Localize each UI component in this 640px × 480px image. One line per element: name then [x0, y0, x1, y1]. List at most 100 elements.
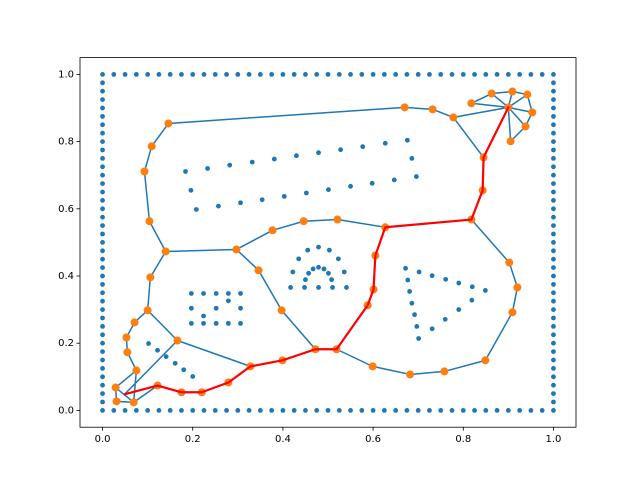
- point: [122, 72, 128, 77]
- point: [238, 320, 243, 326]
- point: [100, 122, 105, 128]
- point: [181, 367, 187, 373]
- point: [440, 367, 449, 376]
- point: [100, 399, 105, 405]
- point: [133, 408, 139, 413]
- point: [201, 291, 206, 296]
- point: [369, 180, 375, 186]
- point: [100, 147, 105, 153]
- point: [360, 144, 366, 150]
- point: [100, 357, 105, 363]
- point: [370, 408, 376, 413]
- point: [156, 72, 162, 77]
- point: [407, 289, 413, 294]
- point: [551, 164, 556, 170]
- point: [100, 130, 105, 136]
- point: [306, 270, 312, 276]
- point: [100, 273, 105, 279]
- point: [551, 366, 556, 371]
- point: [551, 240, 556, 245]
- point: [551, 114, 556, 119]
- point: [303, 277, 308, 283]
- point: [280, 72, 286, 77]
- y-tick-label: 0.8: [58, 137, 74, 148]
- point: [238, 200, 243, 206]
- x-tick-label: 0.6: [365, 434, 381, 445]
- point: [100, 114, 105, 119]
- point: [404, 408, 410, 413]
- point: [123, 348, 132, 357]
- point: [438, 72, 444, 77]
- point: [429, 326, 435, 332]
- point: [205, 166, 211, 171]
- point: [551, 223, 556, 229]
- point: [305, 247, 311, 253]
- plot-area: [100, 72, 556, 413]
- point: [100, 231, 105, 237]
- x-tick-label: 0.8: [455, 434, 471, 445]
- point: [100, 88, 105, 94]
- point: [143, 306, 152, 315]
- point: [201, 313, 206, 319]
- point: [111, 383, 120, 392]
- point: [122, 333, 131, 342]
- point: [551, 374, 556, 380]
- point: [528, 72, 534, 77]
- point: [551, 324, 556, 329]
- point: [224, 408, 229, 413]
- point: [201, 72, 207, 77]
- x-tick-label: 0.0: [95, 434, 111, 445]
- point: [551, 72, 556, 77]
- point: [551, 273, 556, 279]
- point: [100, 248, 105, 254]
- point: [472, 408, 477, 413]
- point: [269, 72, 275, 77]
- point: [449, 72, 455, 77]
- point: [460, 72, 466, 77]
- point: [326, 187, 331, 193]
- point: [416, 336, 422, 341]
- point: [528, 408, 534, 413]
- point: [405, 277, 411, 283]
- point: [225, 298, 231, 304]
- point: [513, 283, 522, 292]
- point: [348, 72, 353, 77]
- point: [517, 408, 523, 413]
- point: [551, 139, 556, 145]
- point: [551, 265, 556, 270]
- point: [100, 206, 105, 212]
- point: [179, 72, 184, 77]
- point: [460, 408, 466, 413]
- point: [100, 340, 105, 346]
- point: [132, 366, 141, 375]
- point: [254, 266, 263, 275]
- point: [551, 130, 556, 136]
- point: [164, 119, 173, 128]
- point: [551, 298, 556, 304]
- point: [212, 408, 218, 413]
- point: [551, 332, 556, 338]
- point: [551, 399, 556, 405]
- point: [299, 217, 308, 226]
- y-tick-label: 0.0: [58, 405, 74, 416]
- point: [145, 72, 151, 77]
- point: [381, 72, 387, 77]
- point: [415, 408, 421, 413]
- point: [140, 167, 149, 176]
- point: [163, 354, 169, 360]
- point: [482, 288, 488, 293]
- point: [316, 285, 321, 290]
- point: [238, 291, 243, 296]
- point: [517, 72, 523, 77]
- point: [188, 291, 194, 296]
- point: [100, 408, 105, 413]
- point: [100, 298, 105, 304]
- point: [100, 189, 105, 195]
- point: [551, 97, 556, 102]
- point: [409, 156, 415, 161]
- point: [224, 72, 229, 77]
- point: [326, 270, 331, 276]
- point: [551, 231, 556, 237]
- point: [161, 247, 170, 256]
